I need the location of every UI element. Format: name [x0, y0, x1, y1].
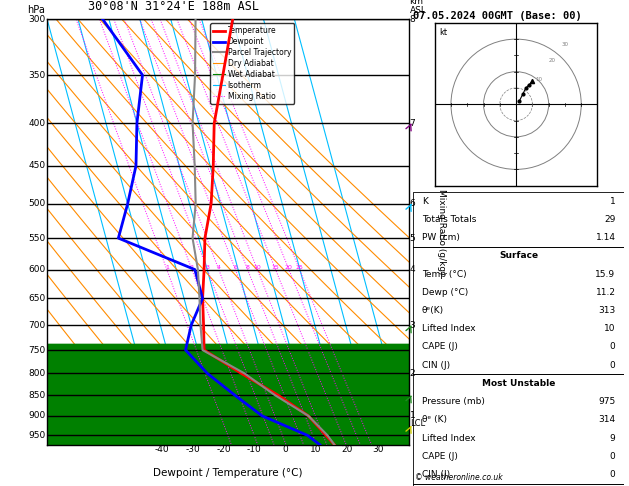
Legend: Temperature, Dewpoint, Parcel Trajectory, Dry Adiabat, Wet Adiabat, Isotherm, Mi: Temperature, Dewpoint, Parcel Trajectory… — [210, 23, 294, 104]
Text: hPa: hPa — [28, 5, 45, 15]
Text: 20: 20 — [285, 264, 293, 270]
Text: 10: 10 — [604, 324, 616, 333]
Text: 0: 0 — [610, 361, 616, 370]
Text: 5: 5 — [409, 234, 415, 243]
Text: 3: 3 — [409, 321, 415, 330]
Text: LCL: LCL — [409, 419, 425, 428]
Text: 15: 15 — [272, 264, 279, 270]
Text: 07.05.2024 00GMT (Base: 00): 07.05.2024 00GMT (Base: 00) — [413, 11, 582, 21]
Text: 10: 10 — [536, 77, 543, 83]
Text: 10: 10 — [310, 445, 322, 454]
Text: 15.9: 15.9 — [596, 270, 616, 278]
Text: 300: 300 — [28, 15, 45, 24]
Text: 900: 900 — [28, 411, 45, 420]
Text: 400: 400 — [28, 119, 45, 128]
Text: 650: 650 — [28, 294, 45, 303]
Text: 314: 314 — [598, 416, 616, 424]
Text: 2: 2 — [190, 264, 194, 270]
Text: PW (cm): PW (cm) — [421, 233, 460, 242]
Text: -30: -30 — [185, 445, 200, 454]
Text: Totals Totals: Totals Totals — [421, 215, 476, 224]
Text: Pressure (mb): Pressure (mb) — [421, 397, 484, 406]
Text: Dewp (°C): Dewp (°C) — [421, 288, 468, 297]
Text: -10: -10 — [247, 445, 262, 454]
Text: 20: 20 — [548, 58, 555, 63]
Text: 350: 350 — [28, 70, 45, 80]
Text: 7: 7 — [409, 119, 415, 128]
Text: Lifted Index: Lifted Index — [421, 434, 476, 443]
Text: 2: 2 — [409, 369, 415, 378]
Text: 0: 0 — [610, 452, 616, 461]
Text: 25: 25 — [296, 264, 303, 270]
Text: 29: 29 — [604, 215, 616, 224]
Text: Lifted Index: Lifted Index — [421, 324, 476, 333]
Text: 750: 750 — [28, 346, 45, 354]
Text: km
ASL: km ASL — [409, 0, 426, 15]
Text: Surface: Surface — [499, 251, 538, 260]
Text: 30°08'N 31°24'E 188m ASL: 30°08'N 31°24'E 188m ASL — [88, 0, 259, 13]
Text: 1: 1 — [409, 411, 415, 420]
Text: Most Unstable: Most Unstable — [482, 379, 555, 388]
Text: 500: 500 — [28, 199, 45, 208]
Text: 950: 950 — [28, 431, 45, 440]
Text: -40: -40 — [154, 445, 169, 454]
Text: 4: 4 — [409, 265, 415, 274]
Text: 850: 850 — [28, 391, 45, 399]
Text: Temp (°C): Temp (°C) — [421, 270, 466, 278]
Text: 10: 10 — [253, 264, 261, 270]
Text: 8: 8 — [409, 15, 415, 24]
Text: CAPE (J): CAPE (J) — [421, 452, 457, 461]
Text: 0: 0 — [610, 343, 616, 351]
Text: 600: 600 — [28, 265, 45, 274]
Text: 0: 0 — [610, 470, 616, 479]
Text: CIN (J): CIN (J) — [421, 361, 450, 370]
Text: 0: 0 — [282, 445, 288, 454]
Text: θᵉ(K): θᵉ(K) — [421, 306, 444, 315]
Text: CAPE (J): CAPE (J) — [421, 343, 457, 351]
Text: 20: 20 — [342, 445, 353, 454]
Text: 800: 800 — [28, 369, 45, 378]
Text: CIN (J): CIN (J) — [421, 470, 450, 479]
Text: 1: 1 — [165, 264, 169, 270]
Text: 8: 8 — [246, 264, 250, 270]
Text: © weatheronline.co.uk: © weatheronline.co.uk — [415, 473, 503, 482]
Text: 550: 550 — [28, 234, 45, 243]
Text: kt: kt — [440, 28, 448, 37]
Text: 4: 4 — [217, 264, 221, 270]
Text: θᵉ (K): θᵉ (K) — [421, 416, 447, 424]
Text: 6: 6 — [233, 264, 237, 270]
Text: 6: 6 — [409, 199, 415, 208]
Text: 313: 313 — [598, 306, 616, 315]
Text: Mixing Ratio (g/kg): Mixing Ratio (g/kg) — [437, 189, 446, 275]
Text: 975: 975 — [598, 397, 616, 406]
Text: -20: -20 — [216, 445, 231, 454]
Text: 1: 1 — [610, 196, 616, 206]
Text: 700: 700 — [28, 321, 45, 330]
Text: 3: 3 — [205, 264, 209, 270]
Text: 30: 30 — [562, 42, 569, 47]
Text: 1.14: 1.14 — [596, 233, 616, 242]
Text: 30: 30 — [372, 445, 384, 454]
Text: 450: 450 — [28, 161, 45, 170]
Text: 9: 9 — [610, 434, 616, 443]
Text: 11.2: 11.2 — [596, 288, 616, 297]
Text: K: K — [421, 196, 428, 206]
Text: Dewpoint / Temperature (°C): Dewpoint / Temperature (°C) — [153, 468, 303, 478]
